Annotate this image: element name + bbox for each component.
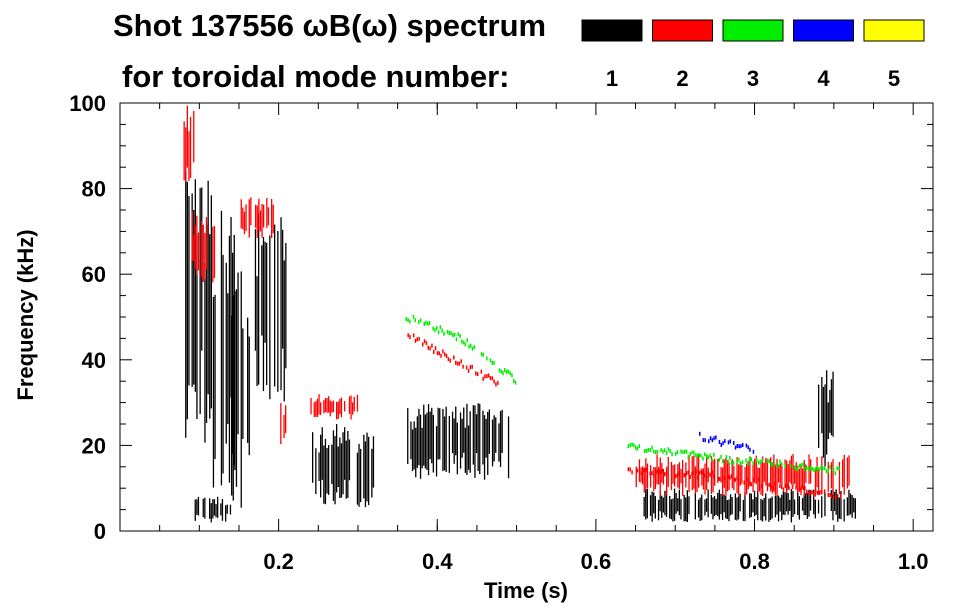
plot-marks [183,105,856,523]
spectral-region-mode-2 [280,403,287,445]
y-tick-label: 20 [82,433,106,458]
spectral-region-mode-1 [231,271,250,508]
legend-label-mode-2: 2 [676,66,688,91]
spectral-region-mode-1 [254,213,287,402]
x-axis-label: Time (s) [484,578,568,603]
legend-swatch-mode-1 [581,19,643,42]
y-tick-label: 60 [82,262,106,287]
x-tick-label: 0.8 [739,549,770,574]
spectral-region-mode-1 [194,496,232,523]
spectral-region-mode-2 [183,105,195,183]
frequency-ridge-mode-3 [405,314,517,385]
axis-ticks: 0.2 0.4 0.6 0.8 1.0 0 20 40 60 80 100 [69,91,933,574]
legend-swatch-mode-3 [722,19,784,42]
frequency-ridge-mode-4 [699,431,755,454]
x-tick-label: 0.6 [581,549,612,574]
chart-title-line2: for toroidal mode number: [122,59,510,94]
y-tick-label: 0 [94,519,106,544]
legend-label-mode-5: 5 [888,66,900,91]
legend-swatch-mode-2 [652,19,713,42]
x-tick-label: 0.4 [422,549,453,574]
chart-title-line1: Shot 137556 ωB(ω) spectrum [113,8,546,43]
legend-label-mode-4: 4 [817,66,830,91]
spectral-region-mode-2 [191,211,216,283]
spectral-region-mode-1 [818,370,834,467]
frequency-ridge-mode-2 [627,467,842,500]
spectral-region-mode-1 [407,403,510,480]
y-tick-label: 40 [82,348,106,373]
y-tick-label: 100 [69,91,106,116]
y-tick-label: 80 [82,177,106,202]
legend-label-mode-1: 1 [606,66,618,91]
spectral-region-mode-1 [643,488,856,523]
legend-swatch-mode-5 [863,19,925,42]
spectral-region-mode-1 [185,171,212,443]
spectral-region-mode-2 [310,394,359,420]
legend: 1 2 3 4 5 [581,19,925,91]
frequency-ridge-mode-3 [627,442,840,476]
legend-label-mode-3: 3 [747,66,759,91]
spectral-region-mode-2 [240,197,274,239]
frequency-ridge-mode-2 [407,333,499,387]
x-tick-label: 1.0 [898,549,929,574]
spectral-region-mode-1 [312,424,375,508]
legend-swatch-mode-4 [793,19,854,42]
x-tick-label: 0.2 [263,549,294,574]
y-axis-label: Frequency (kHz) [13,229,38,400]
